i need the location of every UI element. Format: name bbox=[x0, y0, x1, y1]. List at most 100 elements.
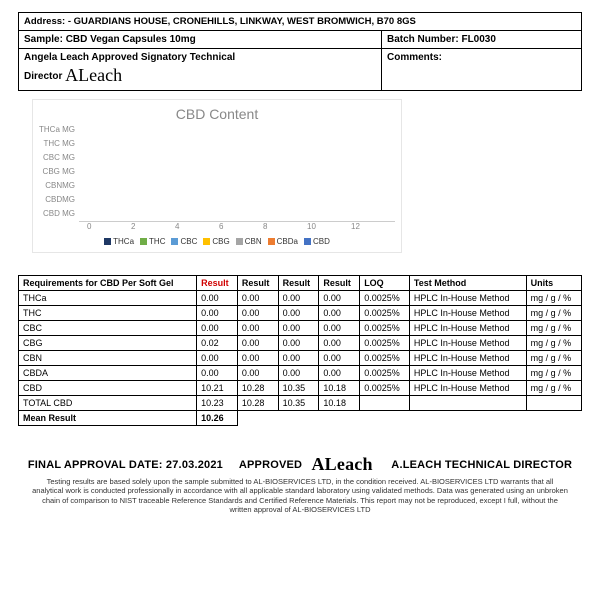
legend-swatch bbox=[268, 238, 275, 245]
chart-x-axis: 024681012 bbox=[87, 222, 395, 231]
mean-empty bbox=[237, 411, 581, 426]
table-cell: 10.23 bbox=[197, 396, 238, 411]
legend-item: CBC bbox=[171, 237, 197, 246]
x-tick: 12 bbox=[351, 222, 395, 231]
final-approval-line: FINAL APPROVAL DATE: 27.03.2021 APPROVED… bbox=[18, 452, 582, 473]
legend-item: CBDa bbox=[268, 237, 298, 246]
table-cell: 0.00 bbox=[197, 321, 238, 336]
table-cell: 0.00 bbox=[278, 366, 319, 381]
sample-label: Sample: bbox=[24, 34, 63, 45]
table-header-cell: Requirements for CBD Per Soft Gel bbox=[19, 276, 197, 291]
table-cell: mg / g / % bbox=[526, 366, 581, 381]
table-cell: 0.0025% bbox=[360, 336, 410, 351]
table-cell bbox=[526, 396, 581, 411]
table-row: CBD10.2110.2810.3510.180.0025%HPLC In-Ho… bbox=[19, 381, 582, 396]
table-cell: 10.35 bbox=[278, 396, 319, 411]
legend-swatch bbox=[171, 238, 178, 245]
table-cell: 0.00 bbox=[278, 306, 319, 321]
table-cell: TOTAL CBD bbox=[19, 396, 197, 411]
y-label: CBNMG bbox=[39, 182, 75, 194]
table-cell: THCa bbox=[19, 291, 197, 306]
table-cell: 0.00 bbox=[319, 351, 360, 366]
y-label: CBC MG bbox=[39, 154, 75, 166]
table-header-cell: Test Method bbox=[409, 276, 526, 291]
table-cell: 0.00 bbox=[237, 351, 278, 366]
table-cell: 0.0025% bbox=[360, 351, 410, 366]
legend-swatch bbox=[140, 238, 147, 245]
table-header-cell: Result bbox=[278, 276, 319, 291]
legend-label: CBDa bbox=[277, 237, 298, 246]
signature-image: ALeach bbox=[65, 65, 122, 86]
x-tick: 2 bbox=[131, 222, 175, 231]
table-cell: 0.00 bbox=[197, 351, 238, 366]
table-cell bbox=[409, 396, 526, 411]
table-cell: HPLC In-House Method bbox=[409, 366, 526, 381]
address: Address: - GUARDIANS HOUSE, CRONEHILLS, … bbox=[19, 13, 581, 30]
legend-item: THC bbox=[140, 237, 165, 246]
legend-label: CBG bbox=[212, 237, 229, 246]
table-row: CBN0.000.000.000.000.0025%HPLC In-House … bbox=[19, 351, 582, 366]
x-tick: 0 bbox=[87, 222, 131, 231]
table-cell: 0.0025% bbox=[360, 321, 410, 336]
table-cell: CBDA bbox=[19, 366, 197, 381]
table-cell: 0.00 bbox=[278, 291, 319, 306]
chart-title: CBD Content bbox=[39, 106, 395, 122]
table-cell: 0.00 bbox=[197, 366, 238, 381]
table-cell: 0.0025% bbox=[360, 306, 410, 321]
comments-label: Comments: bbox=[387, 52, 442, 63]
table-cell: 0.00 bbox=[319, 321, 360, 336]
signatory-line1: Angela Leach Approved Signatory Technica… bbox=[24, 52, 235, 63]
table-cell: 0.00 bbox=[237, 306, 278, 321]
table-cell: 0.02 bbox=[197, 336, 238, 351]
table-cell: 0.00 bbox=[319, 366, 360, 381]
table-cell: 10.21 bbox=[197, 381, 238, 396]
legend-label: CBC bbox=[180, 237, 197, 246]
table-cell: 0.0025% bbox=[360, 366, 410, 381]
x-tick: 6 bbox=[219, 222, 263, 231]
batch-value: FL0030 bbox=[461, 34, 495, 45]
table-cell: 0.00 bbox=[237, 291, 278, 306]
legend-swatch bbox=[304, 238, 311, 245]
y-label: CBDMG bbox=[39, 196, 75, 208]
table-cell: CBN bbox=[19, 351, 197, 366]
table-row: TOTAL CBD10.2310.2810.3510.18 bbox=[19, 396, 582, 411]
sample-value: CBD Vegan Capsules 10mg bbox=[66, 34, 196, 45]
table-cell: mg / g / % bbox=[526, 381, 581, 396]
table-cell: 0.00 bbox=[237, 321, 278, 336]
table-cell: mg / g / % bbox=[526, 336, 581, 351]
table-cell: mg / g / % bbox=[526, 306, 581, 321]
table-cell: HPLC In-House Method bbox=[409, 351, 526, 366]
table-cell: 0.00 bbox=[278, 351, 319, 366]
cbd-chart: CBD Content THCa MGTHC MGCBC MGCBG MGCBN… bbox=[32, 99, 402, 253]
table-cell: 10.28 bbox=[237, 396, 278, 411]
approved-label: APPROVED bbox=[239, 459, 302, 471]
table-cell: HPLC In-House Method bbox=[409, 381, 526, 396]
table-row: CBC0.000.000.000.000.0025%HPLC In-House … bbox=[19, 321, 582, 336]
table-row: THC0.000.000.000.000.0025%HPLC In-House … bbox=[19, 306, 582, 321]
x-tick: 8 bbox=[263, 222, 307, 231]
header-box: Address: - GUARDIANS HOUSE, CRONEHILLS, … bbox=[18, 12, 582, 91]
footer-name-title: A.LEACH TECHNICAL DIRECTOR bbox=[391, 459, 572, 471]
sample-cell: Sample: CBD Vegan Capsules 10mg bbox=[19, 31, 381, 48]
mean-row: Mean Result10.26 bbox=[19, 411, 582, 426]
legend-item: CBD bbox=[304, 237, 330, 246]
table-cell: 10.18 bbox=[319, 396, 360, 411]
table-cell: THC bbox=[19, 306, 197, 321]
table-cell: 0.00 bbox=[319, 291, 360, 306]
legend-swatch bbox=[203, 238, 210, 245]
y-label: CBD MG bbox=[39, 210, 75, 222]
table-cell: mg / g / % bbox=[526, 291, 581, 306]
batch-label: Batch Number: bbox=[387, 34, 459, 45]
table-header-cell: LOQ bbox=[360, 276, 410, 291]
table-cell: CBD bbox=[19, 381, 197, 396]
table-cell: 0.00 bbox=[197, 291, 238, 306]
table-cell: 0.00 bbox=[278, 321, 319, 336]
y-label: CBG MG bbox=[39, 168, 75, 180]
signatory-line2: Director bbox=[24, 71, 62, 82]
table-cell: CBG bbox=[19, 336, 197, 351]
chart-plot-area bbox=[79, 126, 395, 222]
table-cell: 0.00 bbox=[237, 336, 278, 351]
table-cell: 0.00 bbox=[319, 336, 360, 351]
table-cell: HPLC In-House Method bbox=[409, 291, 526, 306]
legend-item: CBN bbox=[236, 237, 262, 246]
